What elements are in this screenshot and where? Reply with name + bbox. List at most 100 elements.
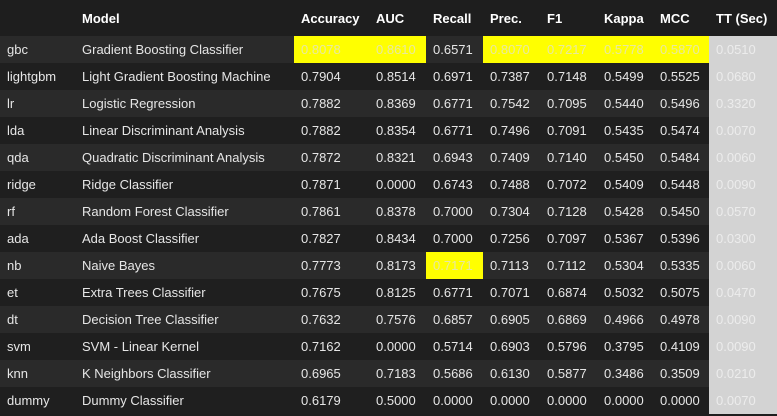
table-row: rf Random Forest Classifier 0.7861 0.8378 0.… <box>0 198 777 225</box>
col-header-kappa: Kappa <box>604 10 644 26</box>
cell-f1: 0.5796 <box>540 333 597 360</box>
cell-tt: 0.0060 <box>709 144 777 171</box>
row-index: ada <box>0 225 75 252</box>
cell-kappa: 0.4966 <box>597 306 653 333</box>
cell-prec: 0.6905 <box>483 306 540 333</box>
cell-kappa: 0.0000 <box>597 387 653 414</box>
col-header-precision: Prec. <box>490 10 522 26</box>
cell-model: Linear Discriminant Analysis <box>75 117 294 144</box>
table-row: svm SVM - Linear Kernel 0.7162 0.0000 0.5714… <box>0 333 777 360</box>
cell-acc: 0.7882 <box>294 90 369 117</box>
cell-f1: 0.7128 <box>540 198 597 225</box>
cell-prec: 0.6903 <box>483 333 540 360</box>
cell-tt: 0.3320 <box>709 90 777 117</box>
cell-acc: 0.6965 <box>294 360 369 387</box>
cell-mcc: 0.5448 <box>653 171 709 198</box>
cell-auc: 0.7576 <box>369 306 426 333</box>
cell-f1: 0.5877 <box>540 360 597 387</box>
table-row: lr Logistic Regression 0.7882 0.8369 0.6771 0… <box>0 90 777 117</box>
cell-auc: 0.8125 <box>369 279 426 306</box>
cell-auc: 0.8514 <box>369 63 426 90</box>
cell-tt: 0.0680 <box>709 63 777 90</box>
cell-prec: 0.7409 <box>483 144 540 171</box>
cell-acc: 0.7162 <box>294 333 369 360</box>
cell-kappa: 0.5304 <box>597 252 653 279</box>
cell-acc: 0.8078 <box>294 36 369 63</box>
table-row: ridge Ridge Classifier 0.7871 0.0000 0.6743 0… <box>0 171 777 198</box>
cell-acc: 0.7827 <box>294 225 369 252</box>
table-row: lightgbm Light Gradient Boosting Machine 0… <box>0 63 777 90</box>
cell-f1: 0.6869 <box>540 306 597 333</box>
cell-recall: 0.6971 <box>426 63 483 90</box>
cell-auc: 0.8378 <box>369 198 426 225</box>
col-header-recall: Recall <box>433 10 472 26</box>
cell-tt: 0.0070 <box>709 387 777 414</box>
cell-prec: 0.6130 <box>483 360 540 387</box>
cell-prec: 0.7488 <box>483 171 540 198</box>
cell-kappa: 0.5450 <box>597 144 653 171</box>
cell-f1: 0.7097 <box>540 225 597 252</box>
cell-tt: 0.0070 <box>709 117 777 144</box>
cell-auc: 0.0000 <box>369 171 426 198</box>
cell-tt: 0.0090 <box>709 306 777 333</box>
cell-f1: 0.7095 <box>540 90 597 117</box>
cell-f1: 0.7091 <box>540 117 597 144</box>
table-row: lda Linear Discriminant Analysis 0.7882 0.8… <box>0 117 777 144</box>
cell-kappa: 0.5440 <box>597 90 653 117</box>
col-header-model: Model <box>82 10 120 26</box>
cell-recall: 0.0000 <box>426 387 483 414</box>
cell-mcc: 0.5335 <box>653 252 709 279</box>
cell-tt: 0.0300 <box>709 225 777 252</box>
cell-model: Ridge Classifier <box>75 171 294 198</box>
row-index: rf <box>0 198 75 225</box>
cell-prec: 0.7071 <box>483 279 540 306</box>
cell-prec: 0.7113 <box>483 252 540 279</box>
cell-f1: 0.0000 <box>540 387 597 414</box>
row-index: lr <box>0 90 75 117</box>
cell-model: Quadratic Discriminant Analysis <box>75 144 294 171</box>
cell-auc: 0.5000 <box>369 387 426 414</box>
cell-mcc: 0.4978 <box>653 306 709 333</box>
cell-f1: 0.7140 <box>540 144 597 171</box>
cell-model: K Neighbors Classifier <box>75 360 294 387</box>
cell-auc: 0.8354 <box>369 117 426 144</box>
cell-recall: 0.6771 <box>426 90 483 117</box>
cell-acc: 0.6179 <box>294 387 369 414</box>
cell-recall: 0.7171 <box>426 252 483 279</box>
cell-recall: 0.6771 <box>426 117 483 144</box>
cell-acc: 0.7861 <box>294 198 369 225</box>
cell-tt: 0.0090 <box>709 333 777 360</box>
cell-recall: 0.6771 <box>426 279 483 306</box>
table-row: ada Ada Boost Classifier 0.7827 0.8434 0.700… <box>0 225 777 252</box>
cell-mcc: 0.5450 <box>653 198 709 225</box>
cell-mcc: 0.5870 <box>653 36 709 63</box>
cell-auc: 0.8434 <box>369 225 426 252</box>
col-header-accuracy: Accuracy <box>301 10 360 26</box>
cell-tt: 0.0510 <box>709 36 777 63</box>
cell-acc: 0.7773 <box>294 252 369 279</box>
cell-acc: 0.7872 <box>294 144 369 171</box>
cell-recall: 0.6943 <box>426 144 483 171</box>
cell-model: Gradient Boosting Classifier <box>75 36 294 63</box>
cell-kappa: 0.5428 <box>597 198 653 225</box>
cell-kappa: 0.5409 <box>597 171 653 198</box>
cell-prec: 0.7542 <box>483 90 540 117</box>
cell-model: Random Forest Classifier <box>75 198 294 225</box>
cell-f1: 0.7148 <box>540 63 597 90</box>
cell-tt: 0.0090 <box>709 171 777 198</box>
cell-prec: 0.7387 <box>483 63 540 90</box>
col-header-tt: TT (Sec) <box>716 10 768 26</box>
table-body: gbc Gradient Boosting Classifier 0.8078 0.8… <box>0 36 777 414</box>
table-row: gbc Gradient Boosting Classifier 0.8078 0.8… <box>0 36 777 63</box>
cell-f1: 0.7112 <box>540 252 597 279</box>
cell-mcc: 0.3509 <box>653 360 709 387</box>
cell-f1: 0.6874 <box>540 279 597 306</box>
cell-model: Decision Tree Classifier <box>75 306 294 333</box>
row-index: dummy <box>0 387 75 414</box>
cell-f1: 0.7072 <box>540 171 597 198</box>
cell-recall: 0.5686 <box>426 360 483 387</box>
row-index: ridge <box>0 171 75 198</box>
table-row: nb Naive Bayes 0.7773 0.8173 0.7171 0.7113 0.7… <box>0 252 777 279</box>
cell-kappa: 0.3795 <box>597 333 653 360</box>
